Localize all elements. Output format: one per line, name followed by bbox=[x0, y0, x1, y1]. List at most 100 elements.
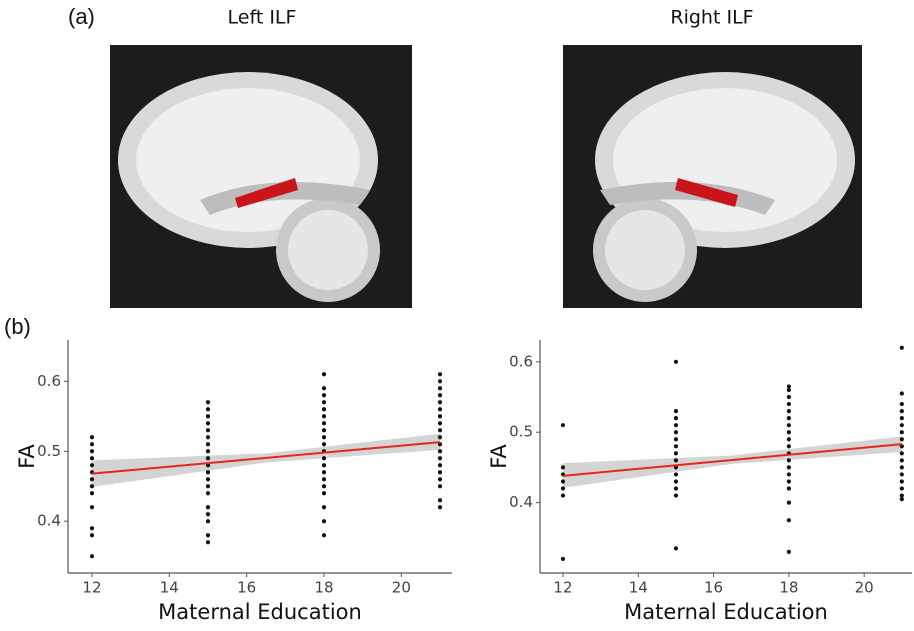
point bbox=[673, 486, 679, 491]
point bbox=[899, 465, 904, 470]
panel-label: (a) bbox=[68, 4, 95, 29]
point bbox=[205, 407, 211, 412]
point bbox=[560, 556, 566, 562]
point bbox=[321, 428, 327, 433]
point bbox=[437, 400, 443, 405]
point bbox=[89, 533, 95, 538]
point bbox=[786, 500, 791, 505]
point bbox=[437, 498, 443, 503]
point bbox=[321, 484, 327, 489]
brain-image-left bbox=[110, 45, 412, 308]
point bbox=[205, 400, 211, 405]
point bbox=[899, 401, 904, 407]
y-tick-label: 0.4 bbox=[509, 493, 533, 511]
point bbox=[899, 479, 904, 484]
x-axis-label: Maternal Education bbox=[158, 600, 362, 624]
y-axis-label: FA bbox=[15, 444, 39, 469]
point bbox=[673, 479, 679, 484]
point bbox=[437, 435, 443, 440]
point bbox=[786, 458, 791, 463]
point bbox=[437, 379, 443, 384]
point bbox=[786, 394, 791, 400]
point bbox=[205, 491, 211, 496]
point bbox=[205, 435, 211, 440]
point bbox=[321, 393, 327, 398]
point bbox=[786, 387, 791, 393]
confidence-band bbox=[562, 436, 902, 488]
point bbox=[89, 484, 95, 489]
point bbox=[205, 456, 211, 461]
point bbox=[321, 407, 327, 412]
point bbox=[560, 493, 566, 498]
point bbox=[321, 414, 327, 419]
point bbox=[899, 416, 904, 421]
point bbox=[321, 400, 327, 405]
point bbox=[89, 526, 95, 531]
y-tick-label: 0.6 bbox=[509, 352, 533, 370]
point bbox=[673, 472, 679, 477]
point bbox=[89, 449, 95, 454]
point bbox=[205, 540, 211, 545]
point bbox=[786, 444, 791, 449]
x-tick-label: 16 bbox=[704, 579, 723, 597]
point bbox=[205, 519, 211, 524]
point bbox=[899, 391, 904, 396]
y-tick-label: 0.4 bbox=[37, 512, 61, 530]
point bbox=[437, 477, 443, 482]
point bbox=[786, 423, 791, 428]
point bbox=[321, 477, 327, 482]
point bbox=[899, 493, 904, 498]
fit-line bbox=[91, 441, 441, 475]
x-tick-label: 14 bbox=[160, 579, 179, 597]
point bbox=[437, 407, 443, 412]
panel-label: (b) bbox=[4, 314, 31, 339]
point bbox=[786, 416, 791, 421]
point bbox=[899, 430, 904, 435]
point bbox=[899, 437, 904, 442]
point bbox=[205, 477, 211, 482]
point bbox=[89, 456, 95, 461]
point bbox=[89, 505, 95, 510]
point bbox=[205, 442, 211, 447]
point bbox=[437, 505, 443, 510]
point bbox=[560, 479, 566, 484]
point bbox=[673, 451, 679, 456]
point bbox=[786, 437, 791, 442]
image-title: Left ILF bbox=[228, 7, 297, 29]
point bbox=[205, 512, 211, 517]
x-tick-label: 20 bbox=[855, 579, 874, 597]
point bbox=[89, 554, 95, 559]
point bbox=[321, 456, 327, 461]
point bbox=[673, 423, 679, 428]
point bbox=[321, 442, 327, 447]
point bbox=[437, 463, 443, 468]
point bbox=[437, 456, 443, 461]
y-tick-label: 0.5 bbox=[509, 423, 533, 441]
point bbox=[437, 372, 443, 377]
point bbox=[899, 423, 904, 428]
point bbox=[205, 428, 211, 433]
point bbox=[89, 463, 95, 468]
x-tick-label: 20 bbox=[392, 579, 411, 597]
point bbox=[437, 421, 443, 426]
point bbox=[786, 486, 791, 491]
point bbox=[786, 518, 791, 523]
point bbox=[437, 414, 443, 419]
point bbox=[321, 505, 327, 510]
point bbox=[786, 549, 791, 554]
point bbox=[437, 470, 443, 475]
point bbox=[205, 505, 211, 510]
point bbox=[205, 484, 211, 489]
point bbox=[205, 421, 211, 426]
y-tick-label: 0.6 bbox=[37, 372, 61, 390]
point bbox=[673, 416, 679, 421]
point bbox=[89, 435, 95, 440]
point bbox=[786, 401, 791, 407]
point bbox=[560, 423, 566, 428]
point bbox=[89, 477, 95, 482]
x-tick-label: 18 bbox=[779, 579, 798, 597]
point bbox=[673, 546, 679, 551]
point bbox=[437, 386, 443, 391]
x-axis-label: Maternal Education bbox=[624, 600, 828, 624]
point bbox=[437, 428, 443, 433]
